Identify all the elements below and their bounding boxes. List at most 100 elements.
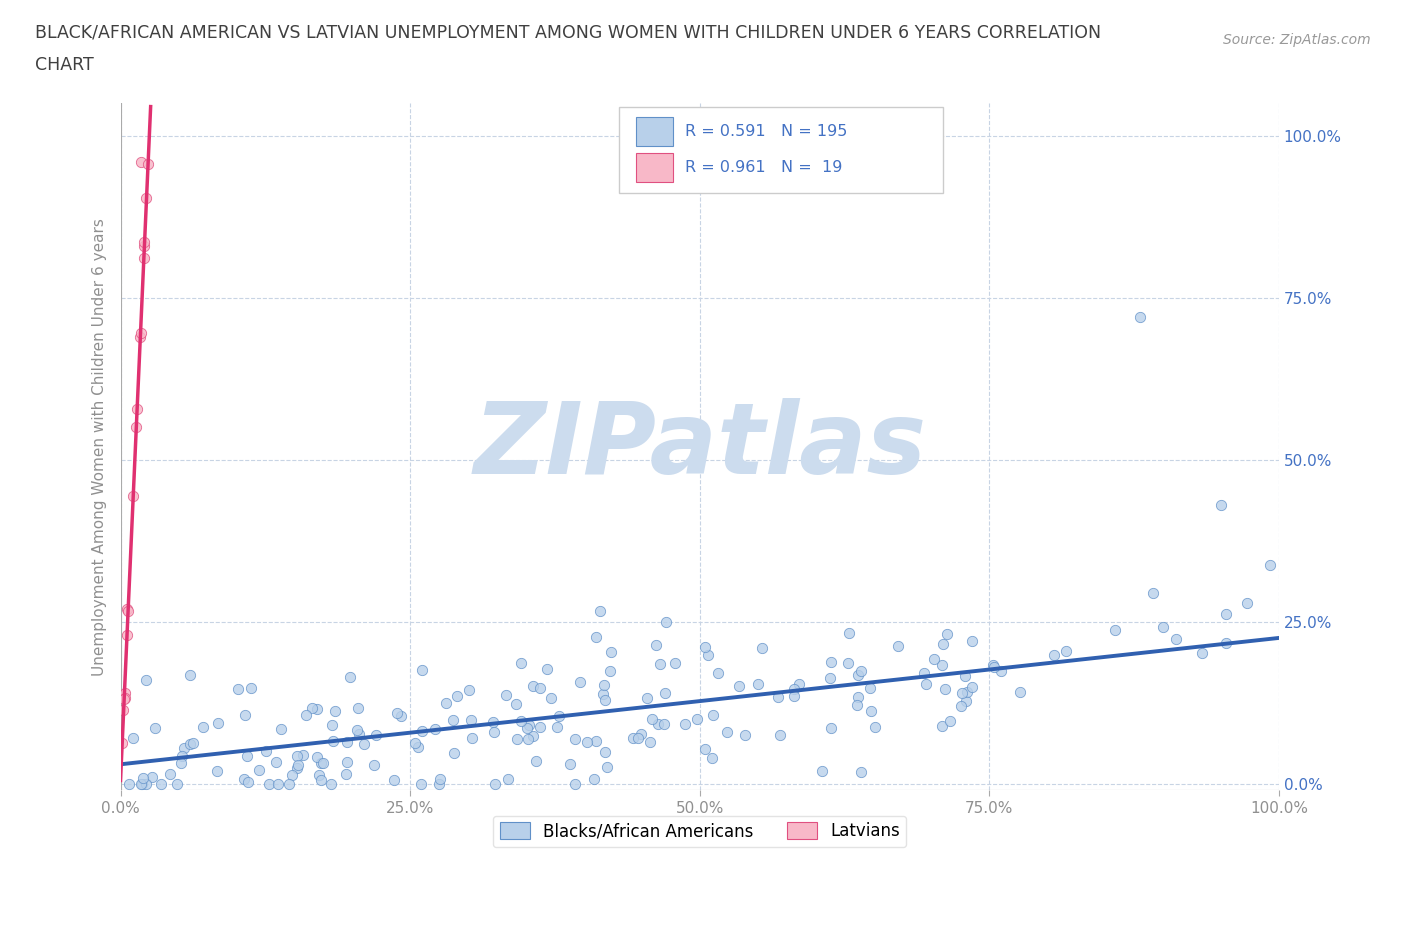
Point <box>734 728 756 743</box>
Point <box>335 766 357 781</box>
Point <box>914 676 936 691</box>
Point <box>863 720 886 735</box>
FancyBboxPatch shape <box>636 117 673 146</box>
Point <box>460 712 482 727</box>
Point <box>956 684 979 699</box>
Point <box>693 639 716 654</box>
Point <box>117 602 139 617</box>
Point <box>457 683 479 698</box>
Point <box>1209 498 1232 512</box>
Point <box>650 657 672 671</box>
Point <box>339 670 361 684</box>
Point <box>990 664 1012 679</box>
Point <box>558 756 581 771</box>
Point <box>546 720 568 735</box>
Point <box>576 734 599 749</box>
Point <box>516 732 538 747</box>
Point <box>278 777 301 791</box>
Point <box>592 686 614 701</box>
Point <box>540 691 562 706</box>
Point <box>1129 310 1152 325</box>
Point <box>226 681 249 696</box>
Point <box>849 663 872 678</box>
Point <box>1056 644 1078 658</box>
Point <box>652 717 675 732</box>
Point <box>336 734 359 749</box>
Point <box>127 402 149 417</box>
Point <box>627 730 650 745</box>
Point <box>837 656 859 671</box>
Point <box>115 628 138 643</box>
Point <box>953 668 976 683</box>
Point <box>254 743 277 758</box>
Point <box>960 633 983 648</box>
Point <box>811 764 834 778</box>
Point <box>347 726 370 741</box>
Point <box>125 420 148 435</box>
Point <box>569 675 592 690</box>
Point <box>860 704 883 719</box>
Point <box>820 654 842 669</box>
Point <box>595 745 617 760</box>
Point <box>766 689 789 704</box>
Point <box>716 724 738 739</box>
Point <box>593 677 616 692</box>
Point <box>1191 646 1213 661</box>
Point <box>285 749 308 764</box>
Point <box>706 665 728 680</box>
Y-axis label: Unemployment Among Women with Children Under 6 years: Unemployment Among Women with Children U… <box>93 218 107 676</box>
Point <box>846 689 869 704</box>
Point <box>846 668 869 683</box>
Point <box>423 722 446 737</box>
Text: Source: ZipAtlas.com: Source: ZipAtlas.com <box>1223 33 1371 46</box>
Point <box>1010 684 1032 699</box>
Point <box>654 615 676 630</box>
Point <box>461 731 484 746</box>
Point <box>112 702 135 717</box>
Text: R = 0.591   N = 195: R = 0.591 N = 195 <box>685 124 846 139</box>
Point <box>599 664 621 679</box>
Point <box>1258 558 1281 573</box>
Point <box>264 754 287 769</box>
Point <box>267 777 290 791</box>
Point <box>529 719 551 734</box>
Point <box>912 666 935 681</box>
Point <box>636 690 658 705</box>
Point <box>181 736 204 751</box>
Point <box>1215 607 1237 622</box>
Point <box>312 756 335 771</box>
Point <box>287 761 309 776</box>
Point <box>783 682 806 697</box>
Point <box>434 696 457 711</box>
Point <box>114 690 136 705</box>
Point <box>135 777 157 791</box>
Point <box>769 727 792 742</box>
Point <box>983 659 1005 674</box>
Point <box>112 691 135 706</box>
Point <box>111 736 134 751</box>
Point <box>1164 631 1187 646</box>
Point <box>129 326 152 340</box>
Point <box>309 755 332 770</box>
Point <box>686 711 709 726</box>
Point <box>136 156 159 171</box>
FancyBboxPatch shape <box>636 153 673 182</box>
Point <box>346 722 368 737</box>
Point <box>291 747 314 762</box>
Point <box>1142 585 1164 600</box>
Point <box>1043 647 1066 662</box>
Point <box>932 637 955 652</box>
Point <box>524 753 547 768</box>
Point <box>645 638 668 653</box>
Point <box>117 604 139 618</box>
Point <box>305 750 328 764</box>
Point <box>323 704 346 719</box>
Point <box>585 630 607 644</box>
Point <box>600 644 623 659</box>
Point <box>131 154 153 169</box>
Point <box>280 767 302 782</box>
Point <box>301 701 323 716</box>
Point <box>931 718 953 733</box>
Point <box>516 720 538 735</box>
Point <box>564 777 586 791</box>
